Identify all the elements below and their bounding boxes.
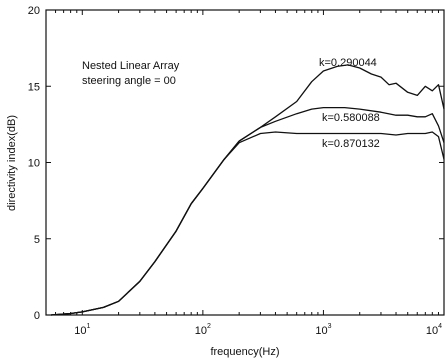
x-axis-ticks: 101 102 103 104 — [45, 10, 445, 337]
y-tick-label: 5 — [34, 234, 40, 246]
y-tick-label: 10 — [28, 158, 40, 170]
y-axis-title: directivity index(dB) — [6, 115, 18, 211]
y-axis-ticks: 0 5 10 15 20 — [28, 5, 444, 322]
series-line-3 — [50, 131, 445, 316]
series-label-3: k=0.870132 — [322, 138, 380, 150]
y-tick-label: 15 — [28, 81, 40, 93]
series-label-2: k=0.580088 — [322, 112, 380, 124]
y-tick-label: 20 — [28, 5, 40, 17]
series-label-1: k=0.290044 — [319, 57, 377, 69]
y-tick-label: 0 — [34, 310, 40, 322]
x-tick-exponent: 1 — [86, 323, 90, 330]
x-tick-base: 10 — [426, 325, 438, 337]
series-labels: k=0.290044 k=0.580088 k=0.870132 — [319, 57, 380, 150]
annotation-steering: steering angle = 00 — [82, 75, 176, 87]
x-tick-exponent: 2 — [207, 323, 211, 330]
annotation-title: Nested Linear Array — [82, 60, 180, 72]
x-axis-title: frequency(Hz) — [210, 346, 279, 358]
plot-frame — [45, 9, 445, 316]
x-tick-label: 103 — [315, 323, 331, 337]
x-tick-base: 10 — [315, 325, 327, 337]
series-line-1 — [50, 64, 445, 316]
x-tick-base: 10 — [74, 325, 86, 337]
x-tick-base: 10 — [195, 325, 207, 337]
x-tick-label: 102 — [195, 323, 211, 337]
x-tick-label: 104 — [426, 323, 442, 337]
x-tick-exponent: 4 — [438, 323, 442, 330]
x-tick-exponent: 3 — [328, 323, 332, 330]
series-curves — [50, 64, 445, 316]
x-tick-label: 101 — [74, 323, 90, 337]
